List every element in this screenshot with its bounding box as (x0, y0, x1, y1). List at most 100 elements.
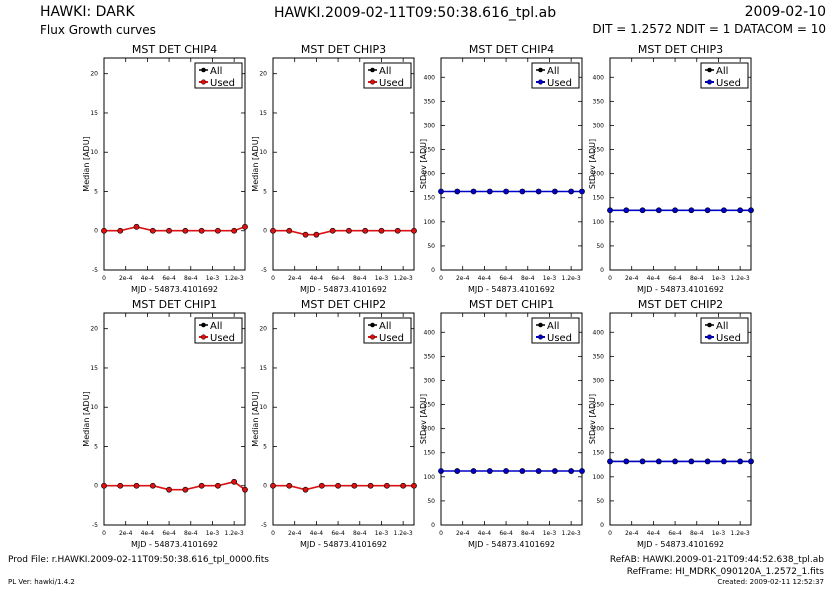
chart-panel: MST DET CHIP2 -5 0 5 10 15 20 0 2e-4 4e-4 6e-4 8e-4… (251, 298, 417, 549)
series-used-point (438, 188, 444, 195)
x-tick-label: 1e-3 (206, 530, 220, 537)
x-tick-label: 6e-4 (668, 275, 682, 282)
y-tick-label: -5 (261, 267, 267, 274)
series-used-point (438, 468, 444, 474)
chart-panel: MST DET CHIP4 -5 0 5 10 15 20 0 2e-4 4e-4 6e-4 8e-4… (82, 43, 248, 294)
series-used-point (101, 227, 107, 234)
y-axis-label: Median [ADU] (82, 136, 91, 191)
x-tick-label: 6e-4 (499, 530, 513, 537)
y-tick-label: 50 (596, 243, 604, 250)
x-tick-label: 8e-4 (184, 275, 198, 282)
chart-title: MST DET CHIP3 (638, 43, 723, 56)
series-used-point (672, 458, 678, 465)
series-used-point (242, 486, 248, 493)
y-tick-label: -5 (92, 522, 98, 529)
series-used-point (133, 223, 140, 230)
legend-all-marker (370, 322, 375, 328)
series-used-point (346, 227, 352, 234)
x-tick-label: 1.2e-3 (394, 530, 413, 537)
series-used-point (117, 227, 124, 234)
x-tick-label: 1.2e-3 (562, 275, 581, 282)
plot-frame (440, 57, 583, 271)
y-axis-label: Median [ADU] (251, 136, 260, 191)
x-axis-label: MJD - 54873.4101692 (468, 540, 555, 549)
legend-used-label: Used (716, 333, 741, 344)
x-tick-label: 8e-4 (690, 275, 704, 282)
legend-used-label: Used (547, 78, 572, 89)
y-axis-label: StDev [ADU] (419, 394, 428, 444)
series-used-point (607, 207, 613, 214)
y-tick-label: 300 (424, 122, 436, 129)
y-tick-label: -5 (92, 267, 98, 274)
x-tick-label: 1.2e-3 (562, 530, 581, 537)
series-used-point (688, 458, 695, 465)
x-tick-label: 2e-4 (119, 530, 133, 537)
y-tick-label: 0 (600, 267, 604, 274)
series-used-point (655, 458, 662, 465)
series-used-point (579, 468, 585, 474)
series-used-point (302, 231, 309, 238)
x-axis-label: MJD - 54873.4101692 (468, 285, 555, 294)
series-used-point (367, 482, 374, 489)
legend-all-marker (538, 67, 543, 73)
legend-used-label: Used (547, 333, 572, 344)
x-tick-label: 4e-4 (478, 530, 492, 537)
series-used-point (270, 482, 276, 489)
plot-frame (103, 312, 246, 526)
x-tick-label: 6e-4 (331, 275, 345, 282)
x-axis-label: MJD - 54873.4101692 (131, 285, 218, 294)
x-tick-label: 4e-4 (310, 275, 324, 282)
legend-used-marker (706, 334, 713, 340)
legend-all-label: All (379, 66, 391, 77)
x-tick-label: 8e-4 (184, 530, 198, 537)
series-used-point (551, 188, 558, 195)
series-used-point (454, 188, 461, 195)
series-used-point (302, 486, 309, 493)
y-tick-label: 350 (593, 98, 605, 105)
legend-all-label: All (210, 66, 222, 77)
y-tick-label: 15 (90, 110, 98, 117)
series-used-point (535, 188, 542, 195)
series-used-point (270, 227, 276, 234)
y-tick-label: 350 (593, 353, 605, 360)
x-axis-label: MJD - 54873.4101692 (300, 540, 387, 549)
series-used-point (383, 482, 390, 489)
series-used-point (470, 468, 477, 474)
legend-all-marker (201, 67, 206, 73)
series-used-point (394, 227, 401, 234)
ref-ab: RefAB: HAWKI.2009-01-21T09:44:52.638_tpl… (609, 555, 824, 565)
series-used-point (166, 486, 172, 493)
file-title: HAWKI.2009-02-11T09:50:38.616_tpl.ab (274, 5, 557, 21)
series-used-point (411, 227, 417, 234)
legend-all-label: All (716, 321, 728, 332)
series-used-point (313, 231, 320, 238)
x-tick-label: 2e-4 (119, 275, 133, 282)
plot-frame (272, 57, 415, 271)
series-used-point (704, 207, 711, 214)
x-tick-label: 6e-4 (331, 530, 345, 537)
x-tick-label: 1.2e-3 (731, 530, 750, 537)
exposure-params: DIT = 1.2572 NDIT = 1 DATACOM = 10 (592, 22, 826, 36)
x-tick-label: 4e-4 (647, 530, 661, 537)
series-used-point (182, 486, 189, 493)
series-used-point (286, 482, 293, 489)
x-tick-label: 4e-4 (141, 275, 155, 282)
y-axis-label: StDev [ADU] (588, 394, 597, 444)
pl-version: PL Ver: hawki/1.4.2 (8, 578, 75, 586)
x-tick-label: 0 (439, 275, 443, 282)
y-tick-label: 10 (259, 149, 267, 156)
series-used-point (672, 207, 678, 214)
legend-used-marker (200, 79, 207, 85)
x-tick-label: 8e-4 (521, 530, 535, 537)
x-tick-label: 1.2e-3 (225, 275, 244, 282)
legend-all-label: All (547, 66, 559, 77)
x-tick-label: 8e-4 (690, 530, 704, 537)
x-axis-label: MJD - 54873.4101692 (131, 540, 218, 549)
y-axis-label: StDev [ADU] (588, 139, 597, 189)
legend-used-label: Used (379, 333, 404, 344)
report-date: 2009-02-10 (744, 4, 826, 20)
y-tick-label: 15 (259, 365, 267, 372)
x-tick-label: 8e-4 (521, 275, 535, 282)
y-tick-label: 50 (427, 243, 435, 250)
